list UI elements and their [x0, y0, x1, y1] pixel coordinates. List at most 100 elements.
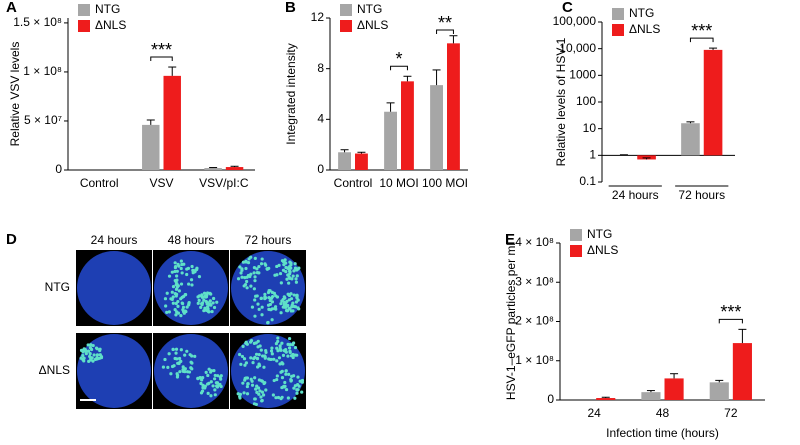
bar	[401, 81, 414, 170]
plaque	[193, 354, 197, 358]
plaque	[277, 263, 281, 267]
plaque	[249, 377, 253, 381]
plaque	[201, 376, 205, 380]
plaque	[266, 303, 271, 307]
plaque	[206, 391, 210, 395]
plaque	[292, 269, 296, 273]
plaque	[181, 369, 185, 373]
plaque	[249, 284, 253, 288]
plaque	[244, 361, 249, 365]
plaque	[212, 369, 216, 373]
plaque	[293, 305, 298, 309]
plaque	[260, 390, 265, 394]
plaque	[183, 367, 187, 371]
plaque	[264, 296, 268, 300]
plaque	[281, 268, 286, 272]
plaque	[284, 265, 288, 270]
plaque	[175, 372, 179, 376]
plaque	[250, 383, 255, 387]
plaque	[265, 267, 269, 271]
x-tick-label: 100 MOI	[422, 176, 468, 190]
plaque	[284, 347, 288, 352]
plaque	[175, 310, 179, 314]
x-tick-label: 48	[656, 406, 670, 420]
plaque	[295, 296, 299, 300]
plaque	[245, 384, 249, 389]
row-label: ΔNLS	[39, 363, 70, 377]
dish	[77, 334, 151, 408]
plaque	[275, 374, 279, 378]
plaque	[240, 268, 244, 272]
plaque	[174, 347, 179, 351]
plaque	[245, 275, 249, 279]
plaque	[251, 360, 255, 365]
plaque	[206, 382, 210, 386]
plaque	[285, 299, 289, 303]
plaque	[183, 353, 187, 357]
x-tick-label: 10 MOI	[379, 176, 418, 190]
plaque	[175, 357, 179, 361]
plaque	[173, 266, 178, 270]
x-tick-label: 72	[724, 406, 738, 420]
plaque	[274, 396, 278, 400]
plaque	[207, 367, 211, 371]
plaque	[252, 266, 257, 270]
plaque	[257, 392, 261, 396]
plaque	[275, 346, 279, 350]
plaque	[212, 305, 217, 310]
plaque	[260, 305, 264, 309]
plaque	[257, 271, 261, 275]
plaque	[291, 355, 295, 360]
plaque	[201, 386, 205, 390]
bar	[163, 75, 181, 170]
plaque	[173, 269, 177, 274]
legend-label: NTG	[95, 2, 120, 16]
plaque	[257, 307, 261, 311]
plaque	[172, 364, 176, 368]
plaque	[92, 353, 96, 357]
bar	[384, 111, 397, 170]
bar	[204, 168, 222, 170]
plaque	[181, 302, 185, 306]
legend-swatch	[612, 8, 624, 20]
plaque	[93, 357, 98, 362]
plaque	[295, 388, 299, 392]
significance-label: ***	[151, 40, 172, 60]
plaque	[289, 266, 293, 270]
y-tick-label: 4 × 10⁸	[515, 235, 554, 249]
legend-swatch	[78, 4, 90, 16]
plaque	[202, 298, 206, 302]
plaque	[171, 295, 175, 299]
legend-label: NTG	[357, 2, 382, 16]
plaque	[202, 291, 207, 295]
plaque	[238, 265, 242, 269]
plaque	[98, 348, 102, 353]
plaque	[190, 361, 194, 365]
panel-letter: B	[285, 0, 296, 16]
legend-swatch	[570, 229, 582, 241]
plaque	[280, 361, 284, 365]
panel-letter: E	[505, 231, 515, 248]
plaque	[190, 264, 194, 269]
plaque	[267, 307, 271, 312]
plaque	[289, 297, 294, 301]
legend-swatch	[78, 20, 90, 32]
plaque	[205, 293, 209, 297]
plaque	[238, 352, 242, 357]
plaque	[180, 271, 184, 275]
plaque	[197, 275, 202, 279]
plaque	[256, 365, 260, 369]
plaque	[267, 296, 271, 300]
plaque	[271, 393, 275, 397]
plaque	[239, 271, 243, 275]
significance-bracket	[436, 29, 454, 34]
y-tick-label: 2 × 10⁸	[515, 314, 554, 328]
dish	[154, 251, 228, 325]
plaque	[169, 297, 173, 301]
plaque	[244, 341, 248, 345]
plaque	[255, 356, 259, 360]
plaque	[208, 299, 212, 303]
plaque	[179, 314, 183, 318]
y-tick-label: 100,000	[553, 14, 597, 28]
